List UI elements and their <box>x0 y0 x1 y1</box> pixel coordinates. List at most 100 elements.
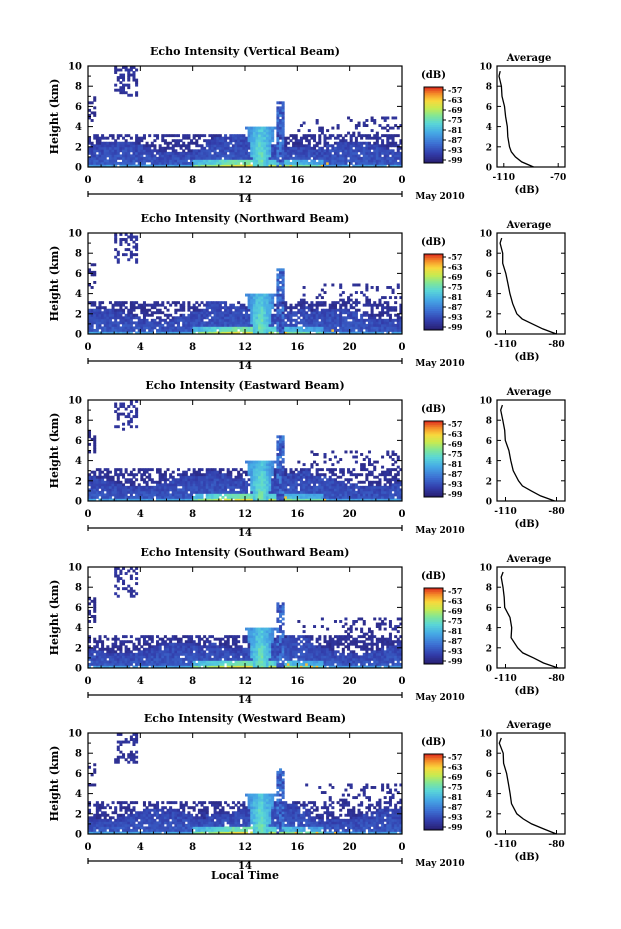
echo-cell <box>93 640 97 644</box>
echo-cell <box>150 326 154 330</box>
echo-cell <box>127 326 131 330</box>
x-tick-label: 4 <box>137 175 144 186</box>
echo-cell <box>237 149 241 153</box>
echo-cell <box>349 149 353 153</box>
echo-cell <box>132 306 136 310</box>
echo-cell <box>263 159 267 163</box>
echo-cell <box>391 126 395 130</box>
echo-cell <box>242 306 246 310</box>
echo-cell <box>344 156 348 160</box>
echo-cell <box>250 480 254 484</box>
echo-cell <box>158 154 162 158</box>
echo-cell <box>145 483 149 487</box>
echo-cell <box>184 136 188 140</box>
echo-cell <box>245 293 249 297</box>
echo-cell <box>260 495 264 499</box>
echo-cell <box>190 306 194 310</box>
echo-cell <box>142 498 146 502</box>
echo-cell <box>279 164 283 168</box>
echo-cell <box>310 164 314 168</box>
echo-cell <box>176 331 180 335</box>
echo-cell <box>231 490 235 494</box>
echo-cell <box>258 475 262 479</box>
echo-cell <box>265 318 269 322</box>
echo-cell <box>279 318 283 322</box>
echo-cell <box>279 321 283 325</box>
echo-cell <box>158 311 162 315</box>
echo-cell <box>354 311 358 315</box>
echo-cell <box>354 455 358 459</box>
echo-cell <box>341 480 345 484</box>
echo-cell <box>307 480 311 484</box>
echo-cell <box>187 321 191 325</box>
echo-cell <box>95 652 99 656</box>
echo-cell <box>116 412 120 416</box>
echo-cell <box>190 495 194 499</box>
echo-cell <box>313 495 317 499</box>
echo-cell <box>375 288 379 292</box>
echo-cell <box>349 498 353 502</box>
echo-cell <box>234 480 238 484</box>
echo-cell <box>161 134 165 138</box>
echo-cell <box>399 303 403 307</box>
echo-cell <box>360 468 364 472</box>
echo-cell <box>200 480 204 484</box>
echo-cell <box>250 303 254 307</box>
echo-cell <box>258 306 262 310</box>
echo-cell <box>265 470 269 474</box>
echo-cell <box>190 498 194 502</box>
echo-cell <box>310 318 314 322</box>
echo-cell <box>208 313 212 317</box>
echo-cell <box>116 326 120 330</box>
echo-cell <box>373 121 377 125</box>
echo-cell <box>226 313 230 317</box>
echo-cell <box>294 144 298 148</box>
echo-cell <box>305 485 309 489</box>
echo-cell <box>158 156 162 160</box>
echo-cell <box>307 139 311 143</box>
echo-cell <box>386 308 390 312</box>
echo-cell <box>281 465 285 469</box>
echo-cell <box>242 139 246 143</box>
echo-cell <box>192 308 196 312</box>
echo-cell <box>103 321 107 325</box>
echo-cell <box>221 306 225 310</box>
echo-cell <box>260 306 264 310</box>
echo-cell <box>386 485 390 489</box>
echo-cell <box>279 326 283 330</box>
echo-cell <box>386 493 390 497</box>
echo-cell <box>292 323 296 327</box>
echo-cell <box>263 308 267 312</box>
echo-cell <box>98 637 102 641</box>
echo-cell <box>362 151 366 155</box>
echo-cell <box>108 475 112 479</box>
echo-cell <box>184 156 188 160</box>
echo-cell <box>391 164 395 168</box>
echo-cell <box>352 316 356 320</box>
echo-cell <box>281 121 285 125</box>
echo-cell <box>153 326 157 330</box>
echo-cell <box>197 313 201 317</box>
echo-cell <box>208 326 212 330</box>
echo-cell <box>360 316 364 320</box>
echo-cell <box>260 493 264 497</box>
echo-cell <box>231 326 235 330</box>
echo-cell <box>93 445 97 449</box>
echo-cell <box>174 493 178 497</box>
echo-cell <box>116 321 120 325</box>
echo-cell <box>328 308 332 312</box>
echo-cell <box>195 488 199 492</box>
echo-cell <box>386 450 390 454</box>
echo-cell <box>365 149 369 153</box>
echo-cell <box>169 154 173 158</box>
echo-cell <box>95 655 99 659</box>
echo-cell <box>239 136 243 140</box>
echo-cell <box>242 313 246 317</box>
echo-cell <box>234 498 238 502</box>
echo-cell <box>205 495 209 499</box>
echo-cell <box>174 159 178 163</box>
colorbar-segment <box>424 284 443 287</box>
day-label: 14 <box>238 361 252 372</box>
echo-cell <box>119 483 123 487</box>
